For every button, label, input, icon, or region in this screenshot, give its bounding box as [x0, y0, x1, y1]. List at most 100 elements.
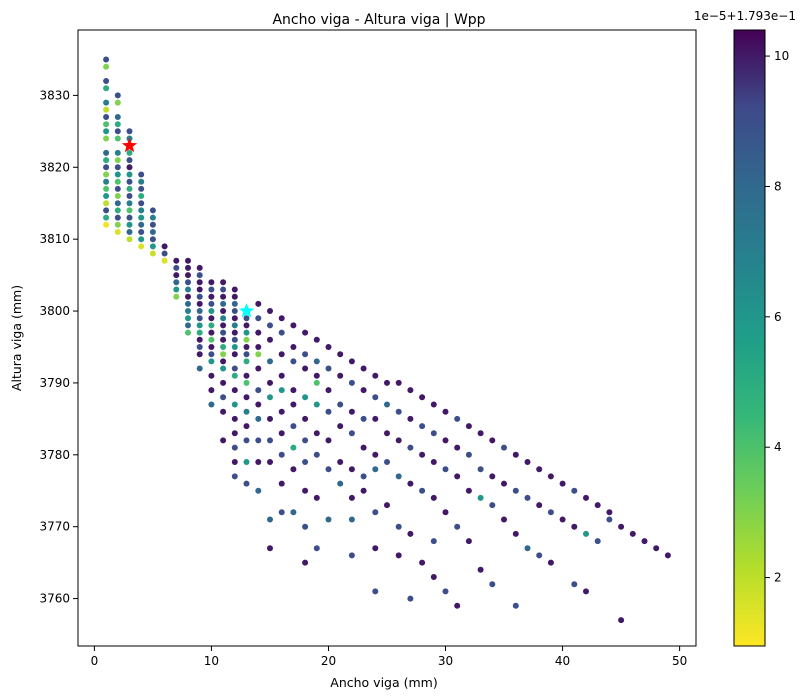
- scatter-point: [231, 401, 238, 408]
- scatter-point: [231, 473, 238, 480]
- scatter-point: [255, 459, 262, 465]
- scatter-point: [161, 257, 168, 264]
- scatter-point: [243, 329, 250, 336]
- scatter-point: [290, 344, 297, 350]
- scatter-point: [348, 494, 355, 501]
- scatter-point: [407, 415, 414, 422]
- red-star-marker: [121, 137, 138, 153]
- scatter-point: [114, 135, 121, 142]
- scatter-point: [114, 121, 121, 128]
- scatter-point: [255, 415, 262, 422]
- scatter-point: [103, 185, 110, 192]
- scatter-point: [231, 459, 238, 465]
- scatter-point: [149, 214, 156, 221]
- scatter-point: [442, 408, 449, 415]
- scatter-point: [501, 444, 507, 451]
- scatter-point: [138, 178, 145, 185]
- scatter-point: [325, 466, 332, 473]
- scatter-point: [149, 236, 156, 243]
- scatter-point: [114, 214, 121, 221]
- scatter-point: [348, 516, 355, 523]
- scatter-point: [255, 437, 262, 444]
- scatter-point: [313, 379, 320, 386]
- scatter-point: [196, 351, 203, 358]
- scatter-point: [267, 379, 273, 386]
- y-tick-label: 3810: [39, 232, 70, 246]
- scatter-point: [395, 473, 402, 480]
- scatter-point: [208, 372, 215, 379]
- scatter-point: [465, 423, 472, 430]
- scatter-point: [208, 401, 215, 408]
- scatter-point: [489, 502, 496, 509]
- scatter-point: [185, 300, 191, 307]
- scatter-point: [185, 293, 191, 300]
- scatter-point: [138, 185, 145, 192]
- scatter-point: [149, 229, 156, 235]
- scatter-point: [185, 264, 191, 271]
- scatter-point: [208, 351, 215, 358]
- scatter-point: [220, 300, 227, 307]
- scatter-point: [430, 459, 437, 465]
- scatter-point: [278, 387, 285, 394]
- scatter-point: [325, 387, 332, 394]
- scatter-point: [138, 171, 145, 178]
- scatter-point: [196, 315, 203, 322]
- scatter-point: [290, 466, 297, 473]
- scatter-point: [313, 430, 320, 437]
- scatter-point: [231, 387, 238, 394]
- scatter-point: [290, 322, 297, 329]
- scatter-point: [114, 229, 121, 235]
- scatter-point: [103, 99, 110, 106]
- scatter-point: [360, 365, 367, 372]
- scatter-point: [267, 322, 273, 329]
- x-tick-label: 20: [321, 654, 336, 668]
- scatter-point: [103, 128, 110, 135]
- scatter-point: [255, 300, 262, 307]
- scatter-point: [571, 487, 578, 494]
- scatter-point: [161, 250, 168, 257]
- scatter-point: [208, 336, 215, 343]
- scatter-point: [465, 487, 472, 494]
- scatter-point: [629, 530, 636, 537]
- scatter-point: [407, 480, 414, 487]
- scatter-point: [185, 308, 191, 314]
- scatter-point: [384, 401, 390, 408]
- scatter-point: [220, 365, 227, 372]
- scatter-point: [243, 322, 250, 329]
- scatter-point: [290, 444, 297, 451]
- scatter-point: [290, 423, 297, 430]
- scatter-point: [278, 351, 285, 358]
- scatter-point: [407, 444, 414, 451]
- scatter-point: [126, 221, 133, 228]
- scatter-point: [325, 344, 332, 350]
- scatter-point: [126, 229, 133, 235]
- scatter-point: [501, 480, 507, 487]
- scatter-point: [442, 466, 449, 473]
- scatter-point: [208, 293, 215, 300]
- scatter-point: [278, 480, 285, 487]
- scatter-point: [173, 286, 180, 293]
- scatter-point: [267, 308, 273, 314]
- scatter-point: [512, 451, 519, 458]
- x-tick-label: 30: [438, 654, 453, 668]
- scatter-point: [384, 459, 390, 465]
- scatter-point: [103, 221, 110, 228]
- scatter-point: [231, 308, 238, 314]
- scatter-point: [243, 480, 250, 487]
- scatter-point: [161, 243, 168, 250]
- scatter-point: [208, 329, 215, 336]
- scatter-point: [103, 178, 110, 185]
- y-tick-label: 3790: [39, 376, 70, 390]
- colorbar-tick-label: 10: [774, 49, 789, 63]
- scatter-point: [114, 193, 121, 199]
- scatter-point: [208, 308, 215, 314]
- scatter-point: [302, 415, 309, 422]
- scatter-point: [173, 272, 180, 279]
- scatter-point: [103, 106, 110, 113]
- scatter-point: [243, 358, 250, 365]
- scatter-point: [231, 444, 238, 451]
- scatter-point: [267, 545, 273, 552]
- scatter-point: [348, 466, 355, 473]
- scatter-point: [454, 444, 461, 451]
- scatter-point: [360, 415, 367, 422]
